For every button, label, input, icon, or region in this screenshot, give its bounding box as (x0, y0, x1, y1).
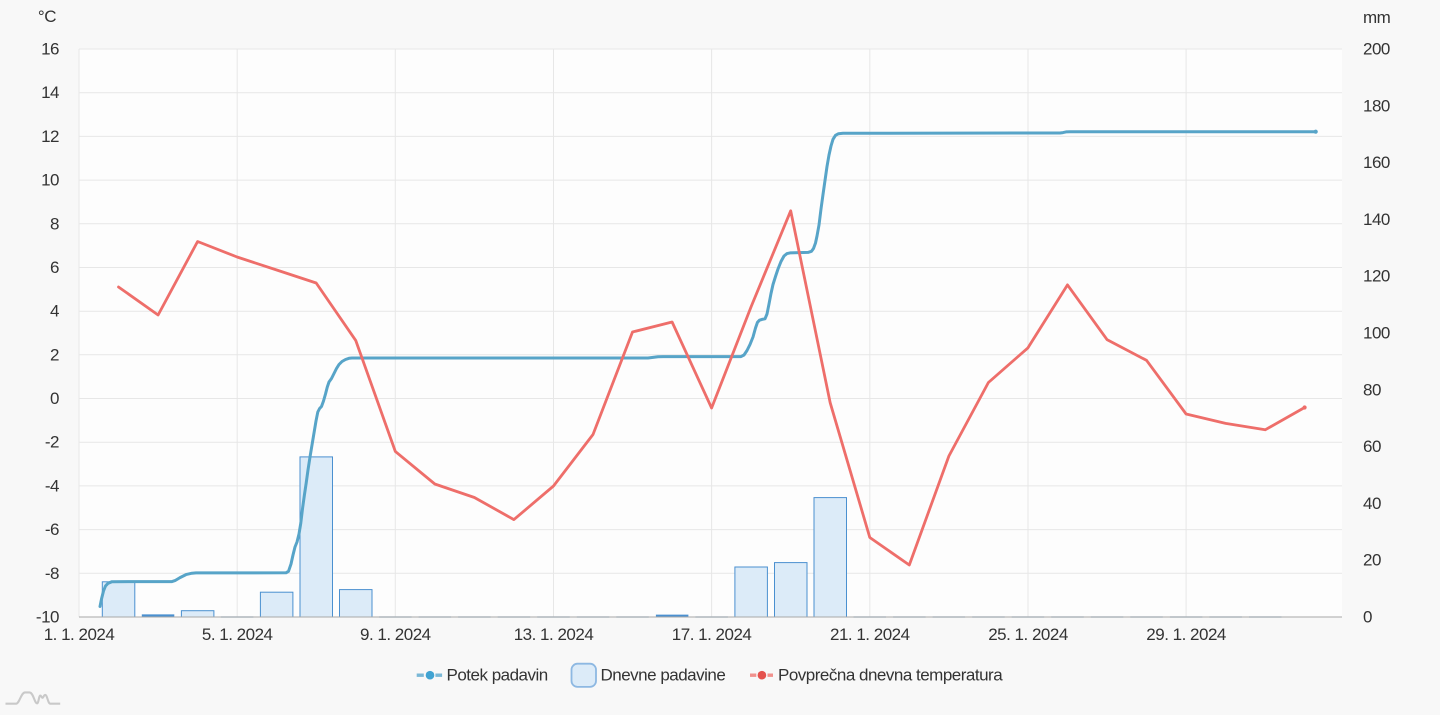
svg-text:-2: -2 (45, 433, 59, 452)
svg-text:13. 1. 2024: 13. 1. 2024 (514, 625, 594, 644)
svg-text:25. 1. 2024: 25. 1. 2024 (988, 625, 1068, 644)
svg-text:29. 1. 2024: 29. 1. 2024 (1146, 625, 1226, 644)
svg-text:20: 20 (1363, 551, 1381, 570)
svg-text:60: 60 (1363, 437, 1381, 456)
svg-text:2: 2 (50, 345, 59, 364)
svg-text:Dnevne padavine: Dnevne padavine (601, 665, 726, 684)
svg-text:200: 200 (1363, 40, 1390, 59)
svg-text:14: 14 (41, 83, 59, 102)
svg-text:8: 8 (50, 214, 59, 233)
svg-text:180: 180 (1363, 96, 1390, 115)
svg-text:40: 40 (1363, 494, 1381, 513)
svg-text:16: 16 (41, 40, 59, 59)
svg-text:-6: -6 (45, 520, 59, 539)
svg-text:120: 120 (1363, 267, 1390, 286)
svg-text:°C: °C (38, 7, 56, 26)
svg-text:-10: -10 (36, 608, 59, 627)
svg-text:80: 80 (1363, 380, 1381, 399)
svg-text:4: 4 (50, 302, 59, 321)
svg-text:140: 140 (1363, 210, 1390, 229)
svg-text:mm: mm (1363, 8, 1391, 27)
svg-text:0: 0 (50, 389, 59, 408)
svg-text:9. 1. 2024: 9. 1. 2024 (360, 625, 431, 644)
svg-text:6: 6 (50, 258, 59, 277)
svg-text:0: 0 (1363, 608, 1372, 627)
svg-text:17. 1. 2024: 17. 1. 2024 (672, 625, 752, 644)
svg-text:160: 160 (1363, 153, 1390, 172)
svg-text:Potek padavin: Potek padavin (447, 665, 548, 684)
svg-text:5. 1. 2024: 5. 1. 2024 (202, 625, 273, 644)
svg-text:10: 10 (41, 171, 59, 190)
svg-text:-4: -4 (45, 476, 59, 495)
svg-text:100: 100 (1363, 324, 1390, 343)
svg-text:1. 1. 2024: 1. 1. 2024 (44, 625, 115, 644)
svg-text:-8: -8 (45, 564, 59, 583)
svg-text:21. 1. 2024: 21. 1. 2024 (830, 625, 910, 644)
svg-text:Povprečna dnevna temperatura: Povprečna dnevna temperatura (778, 665, 1003, 684)
svg-text:12: 12 (41, 127, 59, 146)
